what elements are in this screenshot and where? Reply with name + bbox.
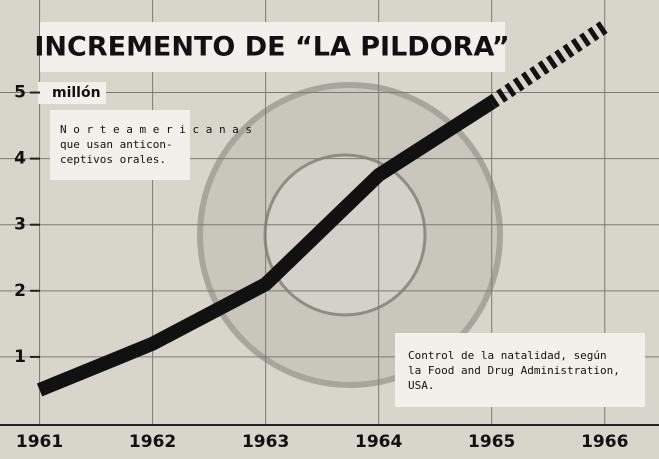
x-tick-label: 1963 xyxy=(242,432,289,452)
y-tick-label: 1 xyxy=(14,347,26,367)
annotation: Control de la natalidad, según xyxy=(408,349,607,362)
chart-title: INCREMENTO DE “LA PILDORA” xyxy=(34,32,509,63)
x-tick-label: 1966 xyxy=(581,432,628,452)
x-tick-label: 1962 xyxy=(129,432,176,452)
annotation: que usan anticon- xyxy=(60,138,173,151)
annotation: USA. xyxy=(408,379,435,392)
y-tick-label: 3 xyxy=(14,215,26,235)
x-tick-label: 1965 xyxy=(468,432,515,452)
x-tick-label: 1964 xyxy=(355,432,402,452)
annotation: la Food and Drug Administration, xyxy=(408,364,620,377)
y-tick-label: 2 xyxy=(14,281,26,301)
y-tick-label: 5 xyxy=(14,83,26,103)
y-unit: millón xyxy=(52,85,101,101)
x-tick-label: 1961 xyxy=(16,432,63,452)
annotation: ceptivos orales. xyxy=(60,153,166,166)
chart: INCREMENTO DE “LA PILDORA” millón N o r … xyxy=(0,0,659,459)
y-tick-label: 4 xyxy=(14,149,26,169)
annotation: N o r t e a m e r i c a n a s xyxy=(60,123,252,136)
